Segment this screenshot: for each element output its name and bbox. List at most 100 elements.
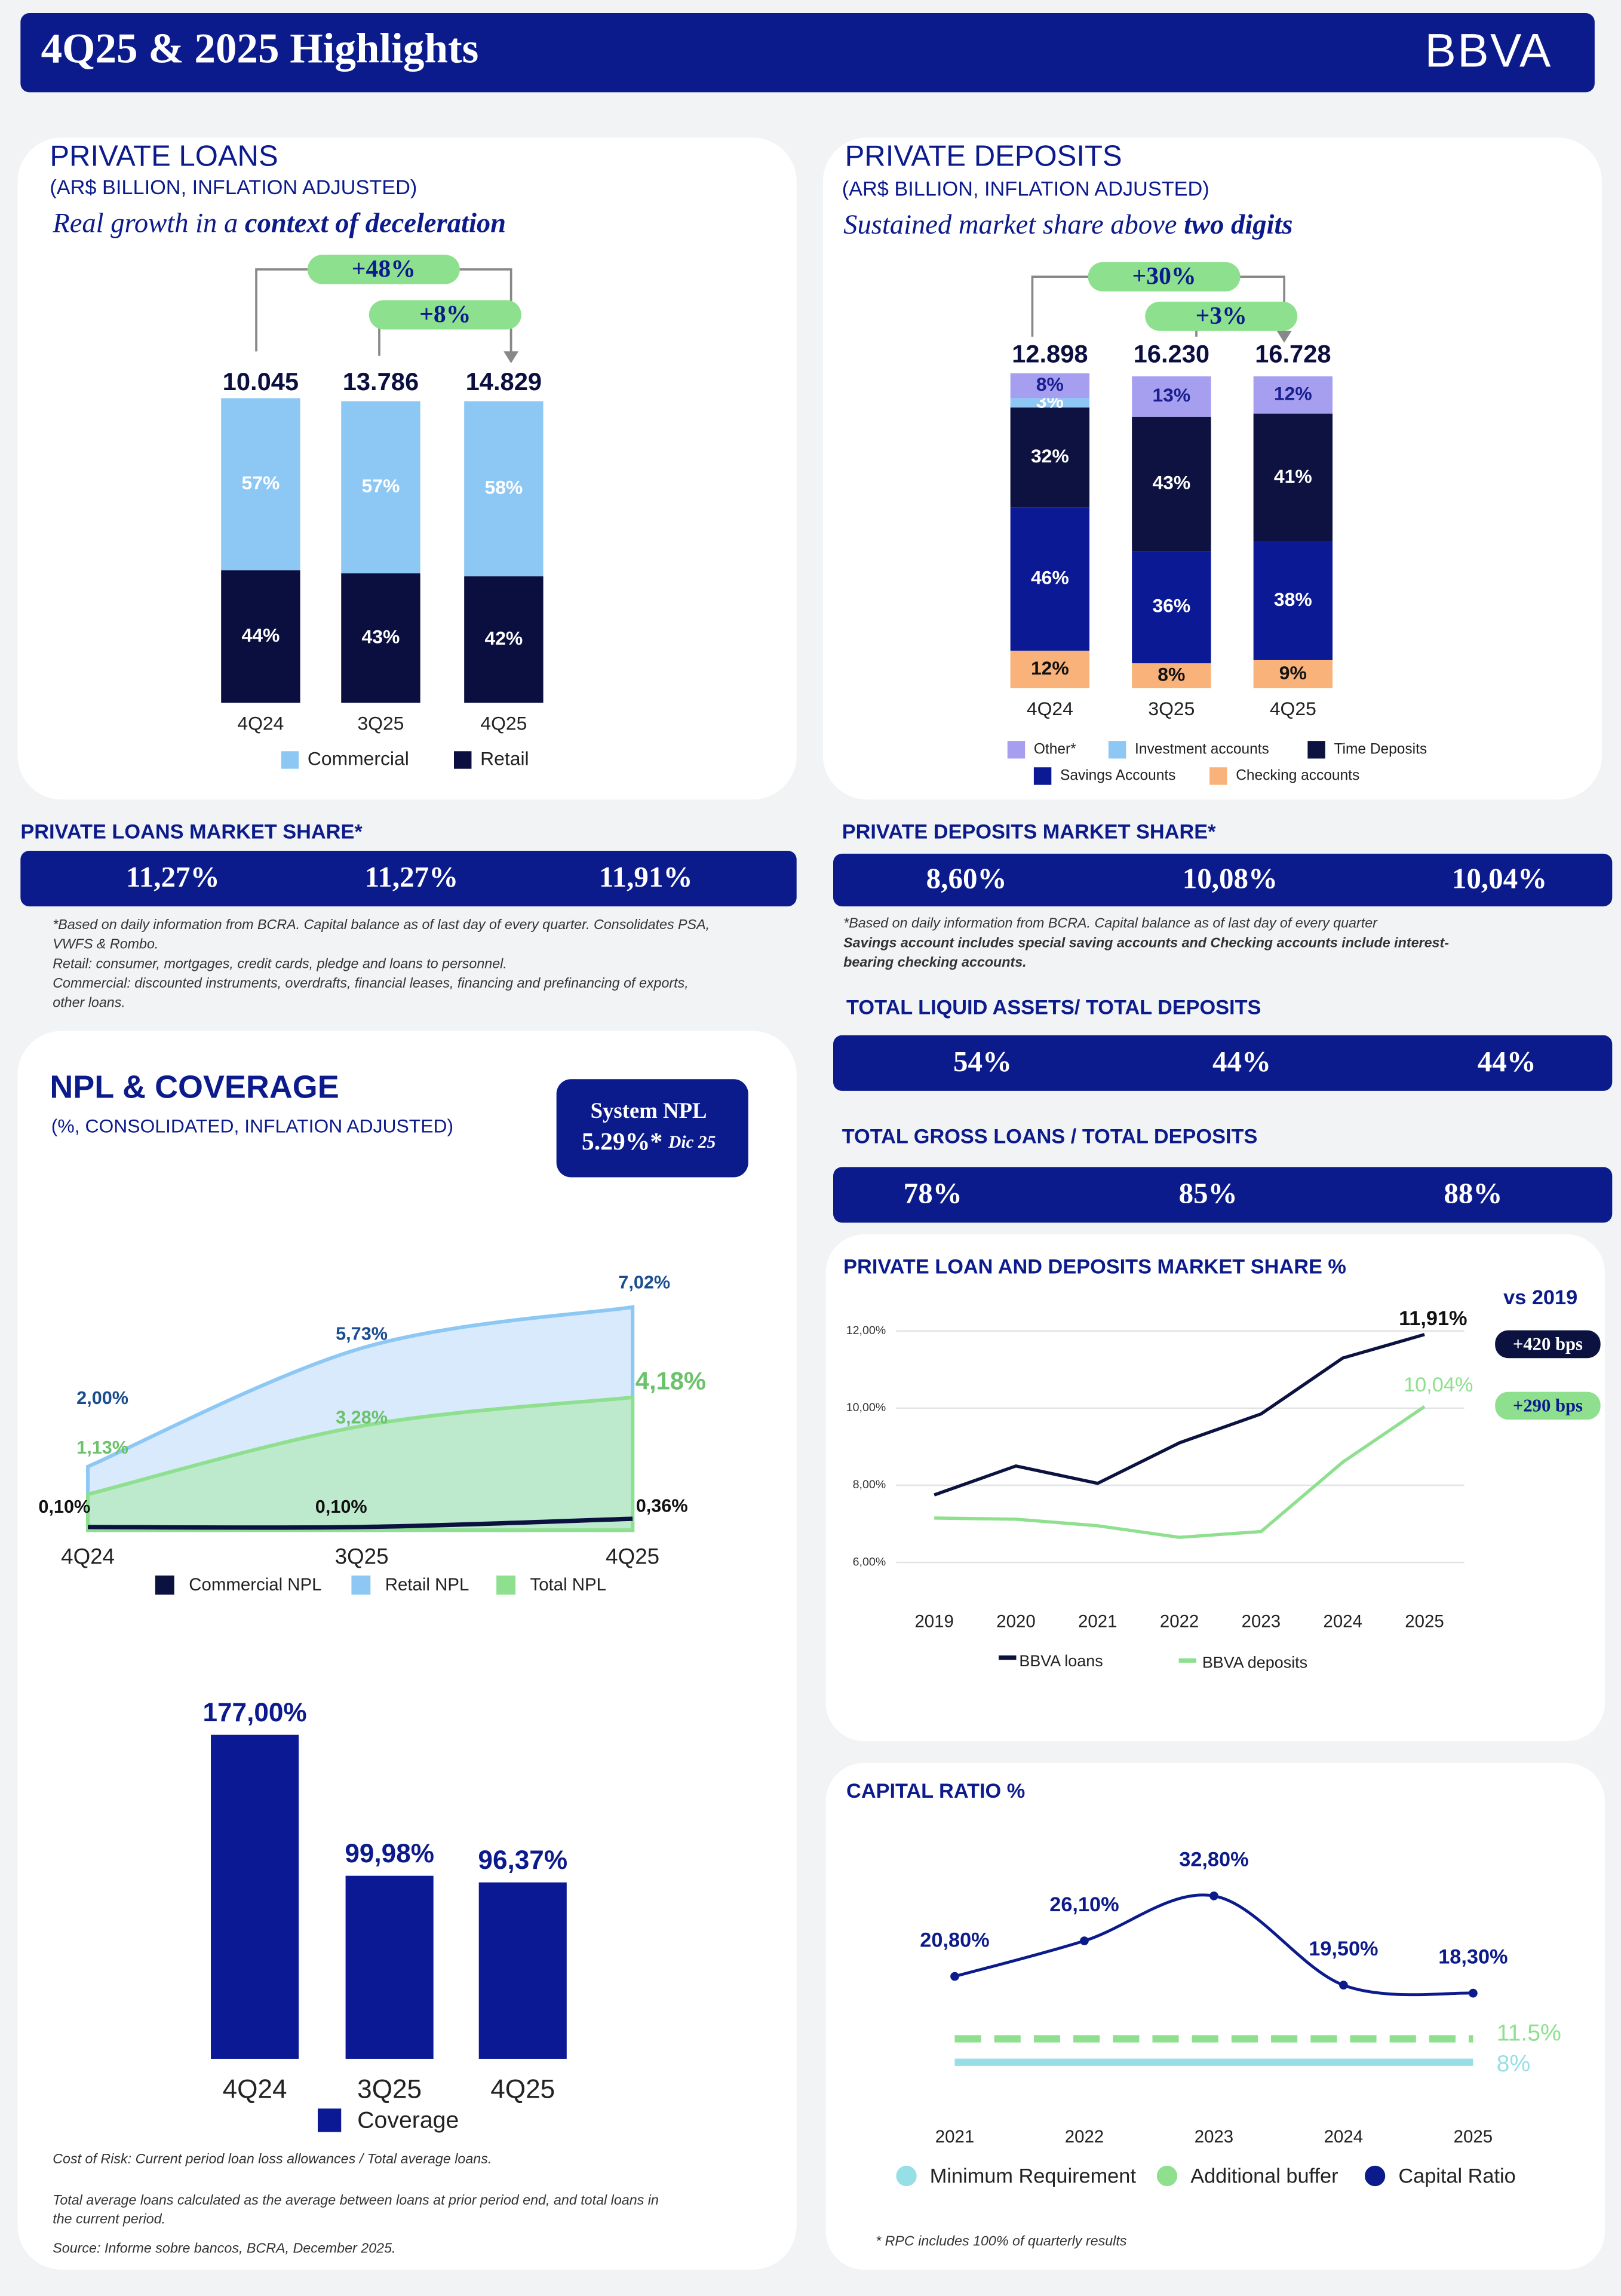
- line: [88, 1516, 633, 1530]
- x-tick-label: 2025: [1405, 1611, 1444, 1631]
- kpi-value: 88%: [1444, 1177, 1502, 1210]
- x-tick-label: 4Q25: [606, 1544, 659, 1568]
- kpi-value: 11,27%: [365, 860, 459, 893]
- bar: [345, 1875, 434, 2059]
- bar-segment: [1132, 376, 1211, 417]
- legend-label: BBVA loans: [1019, 1652, 1103, 1670]
- bar-total: 14.829: [466, 367, 542, 396]
- legend-label: BBVA deposits: [1202, 1653, 1307, 1671]
- footnote: other loans.: [53, 995, 125, 1010]
- x-tick-label: 2020: [996, 1611, 1035, 1631]
- data-label: 42%: [484, 627, 523, 649]
- legend-swatch: [454, 751, 472, 769]
- data-label: 20,80%: [920, 1929, 989, 1951]
- panel: [825, 1234, 1605, 1742]
- x-tick-label: 2025: [1454, 2127, 1493, 2147]
- data-label: 26,10%: [1049, 1893, 1119, 1916]
- legend-swatch: [1033, 767, 1052, 785]
- reference-label: 11.5%: [1497, 2019, 1561, 2046]
- change-pill: [1495, 1330, 1601, 1359]
- data-label: 12%: [1274, 383, 1312, 404]
- bar: [478, 1882, 567, 2059]
- legend-label: Coverage: [357, 2107, 459, 2133]
- footnote: VWFS & Rombo.: [53, 936, 158, 952]
- kpi-value: 85%: [1179, 1177, 1238, 1210]
- legend-swatch: [1007, 741, 1026, 759]
- data-label: 96,37%: [478, 1846, 567, 1875]
- x-tick-label: 3Q25: [357, 713, 404, 734]
- footnote: * RPC includes 100% of quarterly results: [876, 2233, 1127, 2248]
- change-label: +420 bps: [1513, 1334, 1583, 1354]
- bar-segment: [1253, 413, 1333, 542]
- x-tick-label: 4Q24: [237, 713, 284, 734]
- bar-segment: [221, 570, 300, 703]
- data-label: 12%: [1031, 657, 1069, 679]
- kpi-value: 11,27%: [126, 860, 220, 893]
- panel-subtitle: (%, CONSOLIDATED, INFLATION ADJUSTED): [51, 1115, 453, 1137]
- x-tick-label: 2021: [1078, 1611, 1117, 1631]
- point: [950, 1972, 959, 1981]
- data-label: 0,36%: [636, 1496, 688, 1516]
- x-tick-label: 2023: [1242, 1611, 1281, 1631]
- logo: BBVA: [1424, 24, 1552, 76]
- legend-label: Minimum Requirement: [930, 2165, 1137, 2188]
- line: [934, 1333, 1425, 1497]
- bar-segment: [341, 573, 420, 703]
- tagline-part: Real growth in a: [52, 208, 245, 238]
- section-title: PRIVATE LOANS MARKET SHARE*: [20, 821, 363, 844]
- bar-segment: [341, 401, 420, 574]
- data-label: 46%: [1031, 567, 1069, 588]
- x-tick-label: 2022: [1160, 1611, 1199, 1631]
- change-pill: [1495, 1391, 1601, 1420]
- y-tick-label: 8,00%: [853, 1478, 886, 1491]
- data-label: 3,28%: [336, 1408, 388, 1428]
- kpi-band: [833, 1035, 1613, 1091]
- data-label: 1,13%: [76, 1437, 128, 1458]
- legend-swatch: [896, 2165, 917, 2187]
- legend-label: Capital Ratio: [1398, 2165, 1515, 2188]
- legend-label: Total NPL: [530, 1575, 607, 1595]
- bar-total: 16.230: [1134, 340, 1209, 368]
- bar-segment: [221, 398, 300, 571]
- bar-segment: [1010, 507, 1090, 651]
- data-label: 57%: [242, 472, 280, 493]
- tagline: Sustained market share above two digits: [843, 210, 1292, 240]
- growth-label: +48%: [352, 255, 416, 283]
- y-tick-label: 12,00%: [846, 1324, 886, 1337]
- tagline: Real growth in a context of deceleration: [52, 208, 506, 238]
- bar-total: 12.898: [1012, 340, 1088, 368]
- x-tick-label: 2022: [1065, 2127, 1104, 2147]
- legend-label: Time Deposits: [1334, 741, 1427, 757]
- x-tick-label: 4Q25: [480, 713, 527, 734]
- x-tick-label: 3Q25: [335, 1544, 389, 1568]
- system-npl-number: 5.29%*: [582, 1128, 662, 1155]
- data-label: 13%: [1152, 384, 1190, 406]
- data-label: 8%: [1158, 663, 1185, 685]
- x-tick-label: 4Q24: [61, 1544, 115, 1568]
- bar-segment: [464, 401, 544, 577]
- x-tick-label: 3Q25: [1148, 698, 1195, 719]
- kpi-band: [20, 850, 797, 907]
- system-npl-label: System NPL: [591, 1098, 707, 1123]
- x-tick-label: 4Q24: [223, 2075, 287, 2104]
- x-tick-label: 4Q24: [1027, 698, 1073, 719]
- data-label: 57%: [362, 475, 400, 496]
- kpi-value: 54%: [953, 1045, 1012, 1078]
- growth-label: +8%: [419, 301, 471, 328]
- x-tick-label: 2023: [1195, 2127, 1233, 2147]
- panel-title: PRIVATE DEPOSITS: [845, 140, 1122, 173]
- legend-label: Commercial: [308, 747, 409, 769]
- legend-swatch: [1156, 2165, 1178, 2187]
- footnote: Total average loans calculated as the av…: [53, 2192, 659, 2208]
- arrow-head: [504, 351, 518, 363]
- footnote: Source: Informe sobre bancos, BCRA, Dece…: [53, 2240, 395, 2256]
- data-label: 4,18%: [635, 1366, 706, 1394]
- kpi-value: 44%: [1478, 1045, 1536, 1078]
- section-title: CAPITAL RATIO %: [846, 1780, 1025, 1803]
- point: [1339, 1981, 1348, 1990]
- y-tick-label: 6,00%: [853, 1555, 886, 1568]
- system-npl-value: 5.29%* Dic 25: [582, 1128, 716, 1155]
- point: [1080, 1936, 1089, 1945]
- data-label: 18,30%: [1438, 1945, 1508, 1968]
